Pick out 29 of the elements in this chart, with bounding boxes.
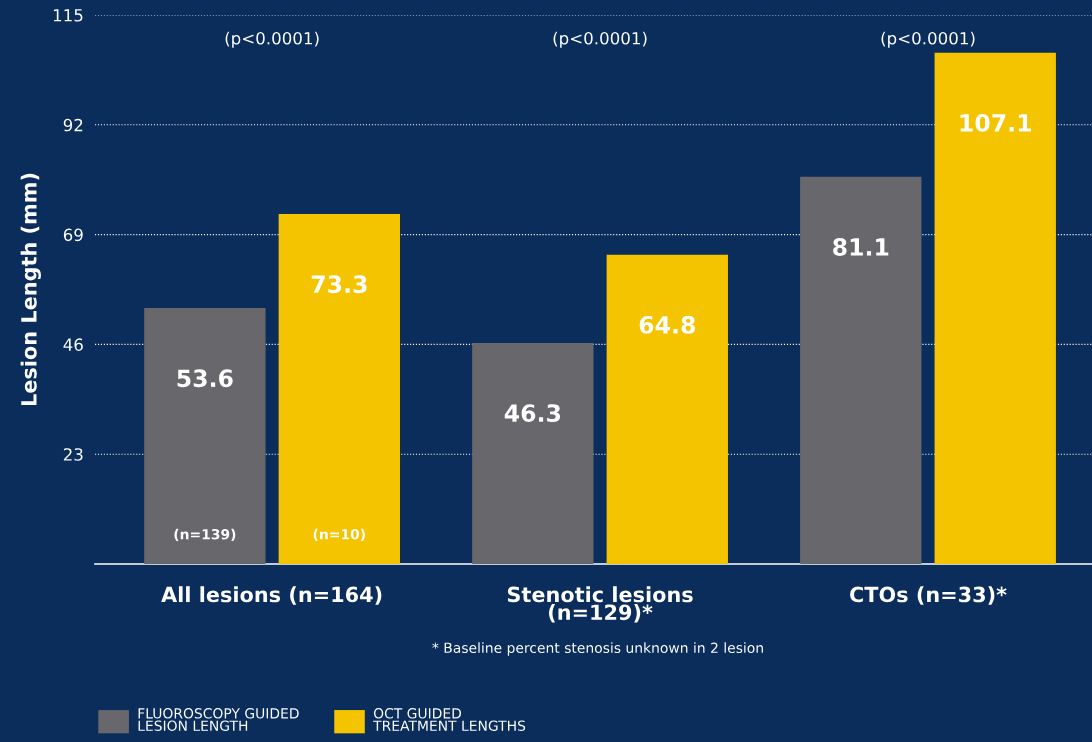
x-tick-label: All lesions (n=164) [161,586,382,605]
y-tick-label: 23 [63,448,83,461]
annotation: (p<0.0001) [553,31,647,48]
data-label: 64.8 [639,315,695,334]
data-label: 81.1 [833,238,889,256]
y-tick-label: 115 [53,9,83,22]
data-label: 107.1 [960,113,1031,132]
x-tick-label: CTOs (n=33)* [850,586,1007,605]
annotation: (p<0.0001) [881,31,975,48]
legend-label: OCT GUIDED TREATMENT LENGTHS [373,708,526,731]
annotation: (n=139) [174,528,236,542]
annotation: (n=10) [313,528,365,542]
annotation: (p<0.0001) [225,31,319,48]
x-tick-label: Stenotic lesions (n=129)* [507,586,693,623]
bar [800,176,922,564]
text: * Baseline percent stenosis unknown in 2 lesion [432,642,763,656]
bar [934,52,1056,564]
y-tick-label: 46 [63,338,83,351]
y-axis-title: Lesion Length (mm) [20,173,41,406]
y-tick-label: 92 [63,118,83,132]
bar [472,342,594,564]
legend-label: FLUOROSCOPY GUIDED LESION LENGTH [138,708,299,731]
data-label: 73.3 [311,275,367,294]
bar [144,308,266,564]
bar [606,254,728,564]
data-label: 53.6 [177,369,233,388]
y-tick-label: 69 [63,228,83,242]
data-label: 46.3 [504,404,561,423]
bar [278,214,400,564]
